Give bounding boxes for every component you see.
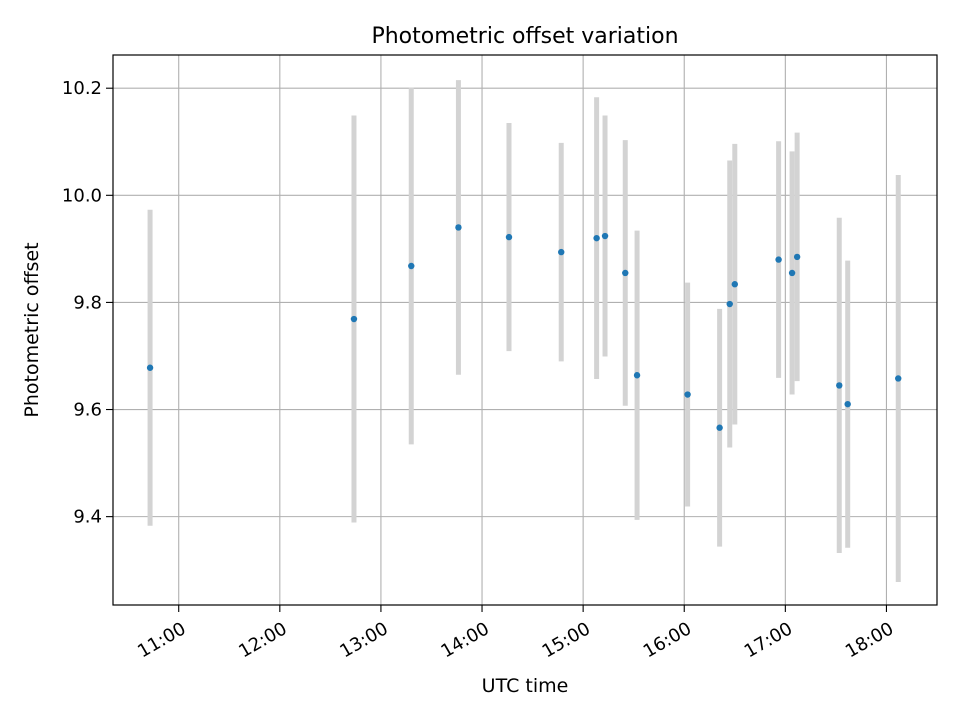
data-point — [408, 262, 415, 270]
data-point — [558, 248, 565, 256]
y-tick-label: 9.8 — [73, 292, 102, 313]
y-tick-label: 9.6 — [73, 400, 102, 421]
data-point — [793, 253, 801, 261]
data-point — [622, 269, 629, 277]
plot-frame — [112, 54, 938, 606]
y-tick-label: 10.2 — [62, 78, 102, 99]
y-axis-ticks: 9.4 9.6 9.8 10.0 10.2 — [62, 78, 113, 528]
data-point — [895, 375, 902, 382]
data-point — [633, 372, 641, 379]
data-point — [844, 400, 851, 408]
data-point — [146, 364, 154, 371]
grid-layer — [113, 55, 937, 605]
data-point — [716, 424, 723, 431]
data-point — [775, 256, 782, 263]
y-tick-label: 9.4 — [73, 507, 102, 528]
data-point — [788, 269, 796, 277]
x-axis-label: UTC time — [482, 675, 569, 697]
y-tick-label: 10.0 — [62, 185, 102, 206]
y-axis-label: Photometric offset — [21, 242, 43, 417]
data-point — [505, 233, 513, 241]
data-point — [601, 232, 609, 240]
chart-title: Photometric offset variation — [371, 24, 678, 49]
data-point — [731, 281, 738, 288]
data-point — [350, 315, 358, 323]
data-point — [455, 224, 462, 231]
data-point — [593, 234, 600, 242]
point-layer — [146, 224, 902, 431]
data-point — [726, 300, 733, 308]
data-point — [684, 391, 691, 398]
data-point — [836, 382, 843, 389]
